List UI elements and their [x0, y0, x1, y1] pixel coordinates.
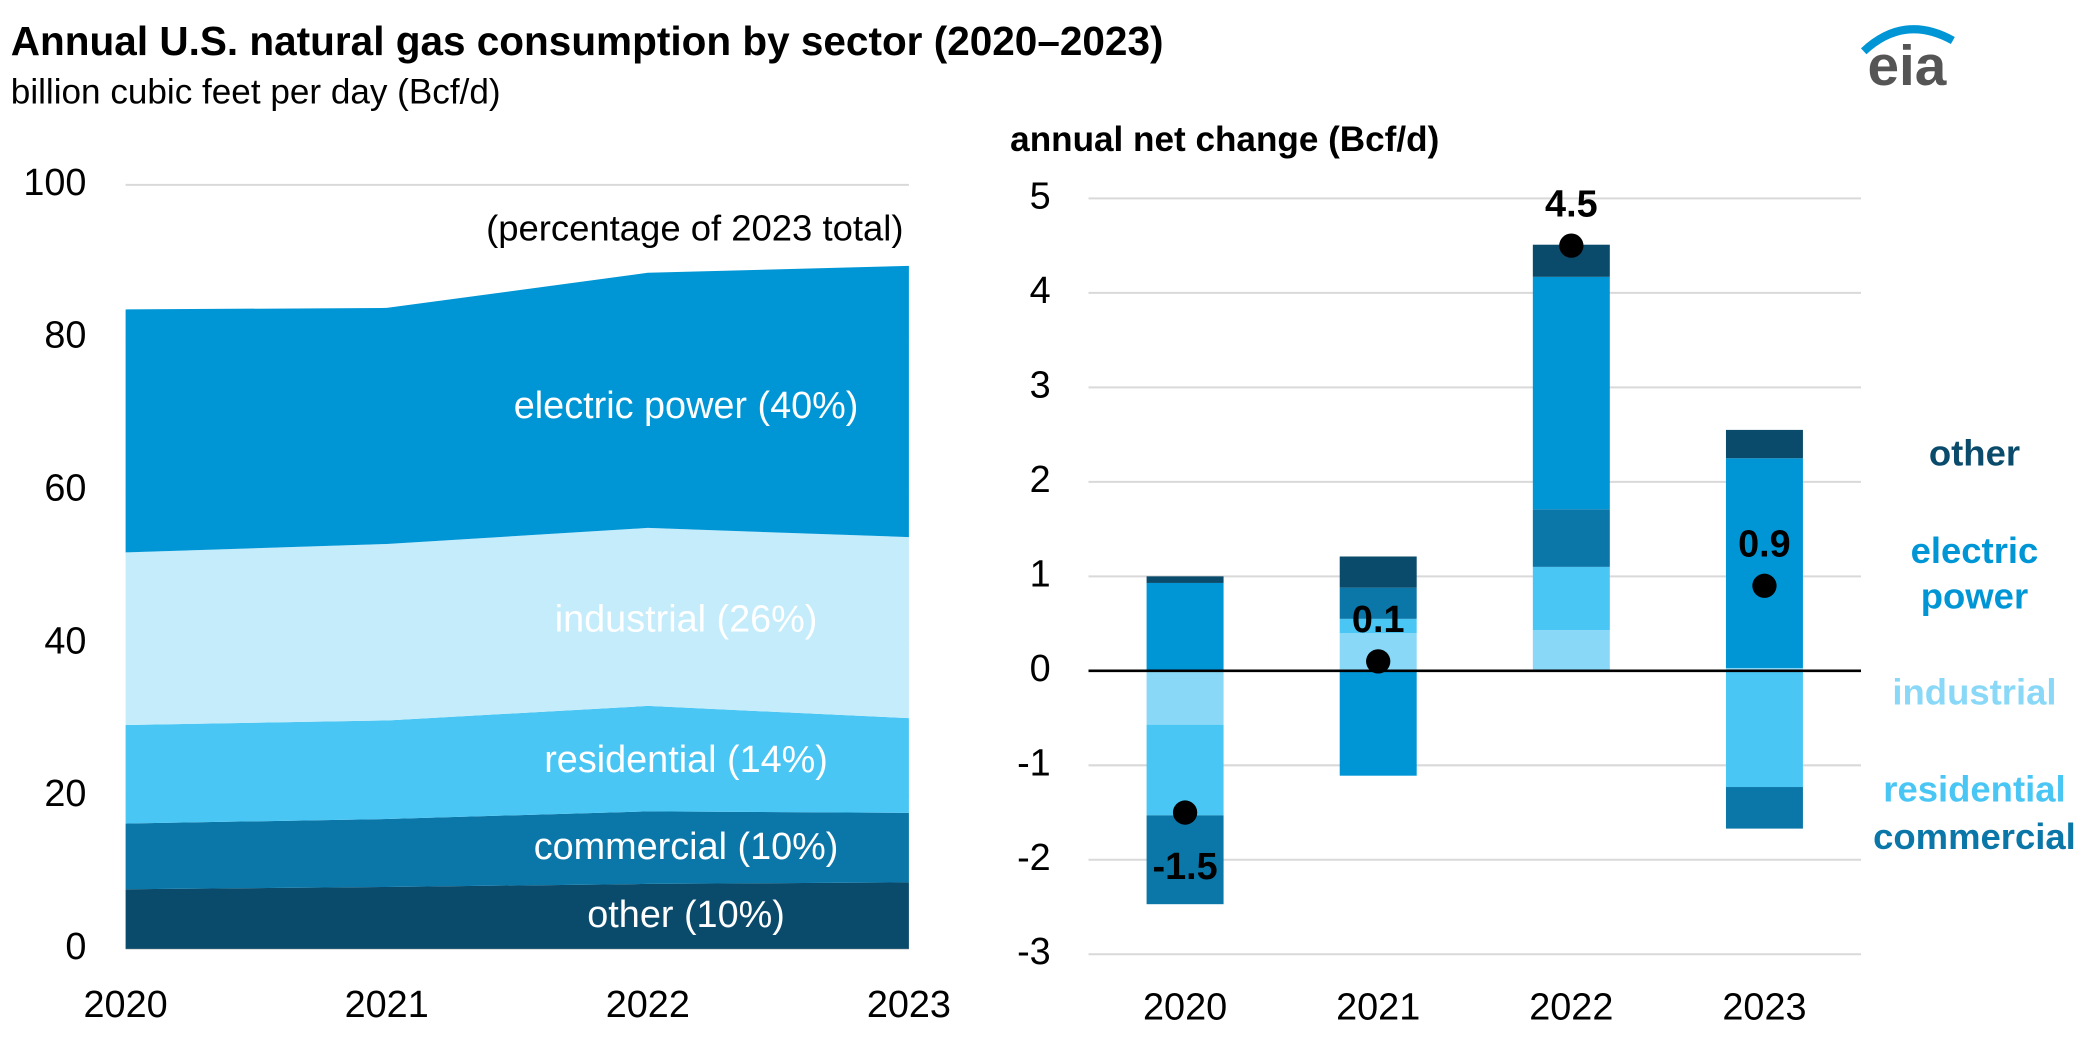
bar-segment: [1532, 566, 1610, 631]
x-tick-label: 2022: [1529, 987, 1613, 1029]
legend-label: residential: [1883, 769, 2066, 810]
bar-segment: [1146, 670, 1224, 725]
bar-segment: [1725, 787, 1803, 829]
bar-segment: [1339, 618, 1417, 634]
net-dot: [1559, 233, 1584, 258]
y-tick-label: 2: [1030, 459, 1051, 501]
x-tick-label: 2021: [1336, 987, 1420, 1029]
bar-segment: [1339, 587, 1417, 619]
bar-segment: [1725, 667, 1803, 671]
legend-label: industrial: [1892, 672, 2057, 713]
area: [125, 811, 909, 890]
area-label: commercial (10%): [534, 826, 839, 868]
y-tick-label: 0: [1030, 648, 1051, 690]
x-tick-label: 2023: [1722, 987, 1806, 1029]
bar-segment: [1146, 582, 1224, 671]
bar-segment: [1532, 509, 1610, 567]
bar-segment: [1146, 815, 1224, 905]
net-label: 0.9: [1738, 524, 1791, 566]
y-tick-label: 40: [44, 620, 86, 662]
y-tick-label: 60: [44, 467, 86, 509]
y-tick-label: -2: [1017, 837, 1051, 879]
legend-entry: other: [1928, 433, 2021, 474]
area-label: industrial (26%): [555, 599, 818, 641]
x-tick-label: 2020: [1143, 987, 1227, 1029]
area-label: electric power (40%): [514, 385, 859, 427]
x-tick-label: 2023: [867, 984, 951, 1026]
area: [125, 265, 909, 553]
subtitle: billion cubic feet per day (Bcf/d): [11, 73, 501, 112]
logo-swoosh: [1860, 25, 1955, 55]
y-tick-label: 1: [1030, 553, 1051, 595]
net-label: 4.5: [1545, 184, 1598, 226]
area-label: other (10%): [587, 894, 785, 936]
y-tick-label: 20: [44, 773, 86, 815]
y-tick-label: -3: [1017, 931, 1051, 973]
y-tick-label: -1: [1017, 742, 1051, 784]
x-tick-label: 2020: [84, 984, 168, 1026]
net-label: -1.5: [1152, 846, 1217, 888]
y-tick-label: 100: [23, 162, 86, 204]
legend-label: commercial: [1873, 816, 2076, 858]
area: [125, 705, 909, 824]
legend-entry: commercial: [1873, 816, 2076, 858]
area-label: residential (14%): [544, 739, 828, 781]
bar-segment: [1725, 429, 1803, 459]
bar-segment: [1532, 630, 1610, 671]
x-tick-label: 2021: [345, 984, 429, 1026]
bar-segment: [1339, 670, 1417, 776]
y-tick-label: 3: [1030, 364, 1051, 406]
bar-segment: [1725, 458, 1803, 668]
bar-segment: [1725, 670, 1803, 788]
legend-entry: residential: [1883, 769, 2066, 810]
y-tick-label: 4: [1030, 270, 1051, 312]
y-tick-label: 5: [1030, 175, 1051, 217]
bar-segment: [1146, 576, 1224, 583]
y-tick-label: 0: [65, 926, 86, 968]
net-dot: [1172, 800, 1198, 825]
net-dot: [1366, 649, 1391, 674]
legend-entry: electric power: [1910, 530, 2039, 617]
area: [125, 882, 909, 949]
x-tick-label: 2022: [606, 984, 690, 1026]
net-dot: [1752, 573, 1777, 598]
title: Annual U.S. natural gas consumption by s…: [11, 18, 1164, 64]
annotation: (percentage of 2023 total): [486, 207, 903, 248]
legend-label: other: [1928, 433, 2021, 474]
area: [125, 527, 909, 726]
y-axis-title: annual net change (Bcf/d): [1010, 120, 1439, 159]
bar-segment: [1146, 724, 1224, 816]
logo: eia: [1868, 35, 1947, 98]
y-tick-label: 80: [44, 315, 86, 357]
legend-label: electric power: [1910, 530, 2039, 617]
net-label: 0.1: [1352, 599, 1405, 641]
legend-entry: industrial: [1892, 672, 2057, 713]
bar-segment: [1532, 276, 1610, 510]
bar-segment: [1339, 556, 1417, 588]
